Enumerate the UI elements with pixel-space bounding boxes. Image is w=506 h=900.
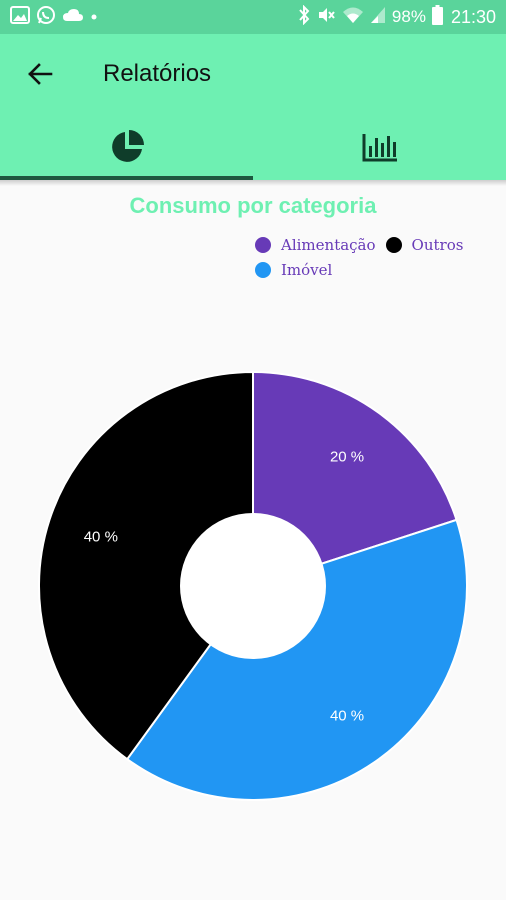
- signal-icon: [370, 6, 386, 29]
- bar-chart-icon: [362, 132, 398, 167]
- donut-chart[interactable]: 20 % 40 % 40 %: [0, 330, 506, 850]
- legend-row: Imóvel: [255, 257, 495, 282]
- app-bar: Relatórios: [0, 34, 506, 180]
- tab-bar-chart[interactable]: [253, 118, 506, 180]
- legend-swatch: [255, 236, 271, 253]
- wifi-icon: [342, 6, 364, 29]
- status-system-icons: 98% 21:30: [298, 4, 496, 30]
- image-icon: [10, 5, 30, 29]
- back-button[interactable]: [20, 56, 60, 96]
- legend-swatch: [255, 261, 271, 278]
- legend-label: Outros: [411, 235, 464, 254]
- status-notification-icons: [10, 5, 98, 30]
- legend-row: Alimentação Outros: [255, 232, 495, 257]
- page-title: Relatórios: [103, 60, 212, 87]
- whatsapp-icon: [36, 5, 56, 30]
- pie-slice-0[interactable]: [252, 370, 458, 588]
- tab-pie-chart[interactable]: [0, 118, 253, 180]
- legend-item-imovel[interactable]: Imóvel: [255, 261, 332, 279]
- pie-slice-label-1: 40 %: [330, 707, 364, 724]
- battery-percent: 98%: [391, 7, 426, 26]
- arrow-back-icon: [27, 61, 53, 92]
- pie-slice-label-0: 20 %: [330, 449, 364, 466]
- battery-icon: [431, 4, 443, 30]
- pie-slice-2[interactable]: [38, 370, 254, 761]
- pie-slice-1[interactable]: [125, 518, 468, 801]
- app-bar-shadow: [0, 180, 506, 186]
- chart-legend: Alimentação Outros Imóvel: [255, 232, 495, 282]
- status-time: 21:30: [450, 6, 496, 27]
- legend-label: Imóvel: [281, 260, 333, 279]
- pie-slice-label-2: 40 %: [84, 529, 118, 546]
- legend-item-outros[interactable]: Outros: [385, 235, 464, 254]
- mute-icon: [316, 5, 336, 30]
- pie-chart-icon: [108, 128, 146, 171]
- dot-icon: [90, 8, 98, 26]
- status-bar: 98% 21:30: [0, 0, 506, 34]
- legend-label: Alimentação: [281, 235, 376, 254]
- legend-swatch: [385, 236, 402, 253]
- bluetooth-icon: [298, 4, 310, 30]
- tab-indicator: [0, 176, 253, 180]
- cloud-app-icon: [62, 7, 84, 28]
- chart-title: Consumo por categoria: [129, 193, 377, 218]
- donut-hole: [180, 513, 326, 659]
- legend-item-alimentacao[interactable]: Alimentação: [255, 236, 376, 254]
